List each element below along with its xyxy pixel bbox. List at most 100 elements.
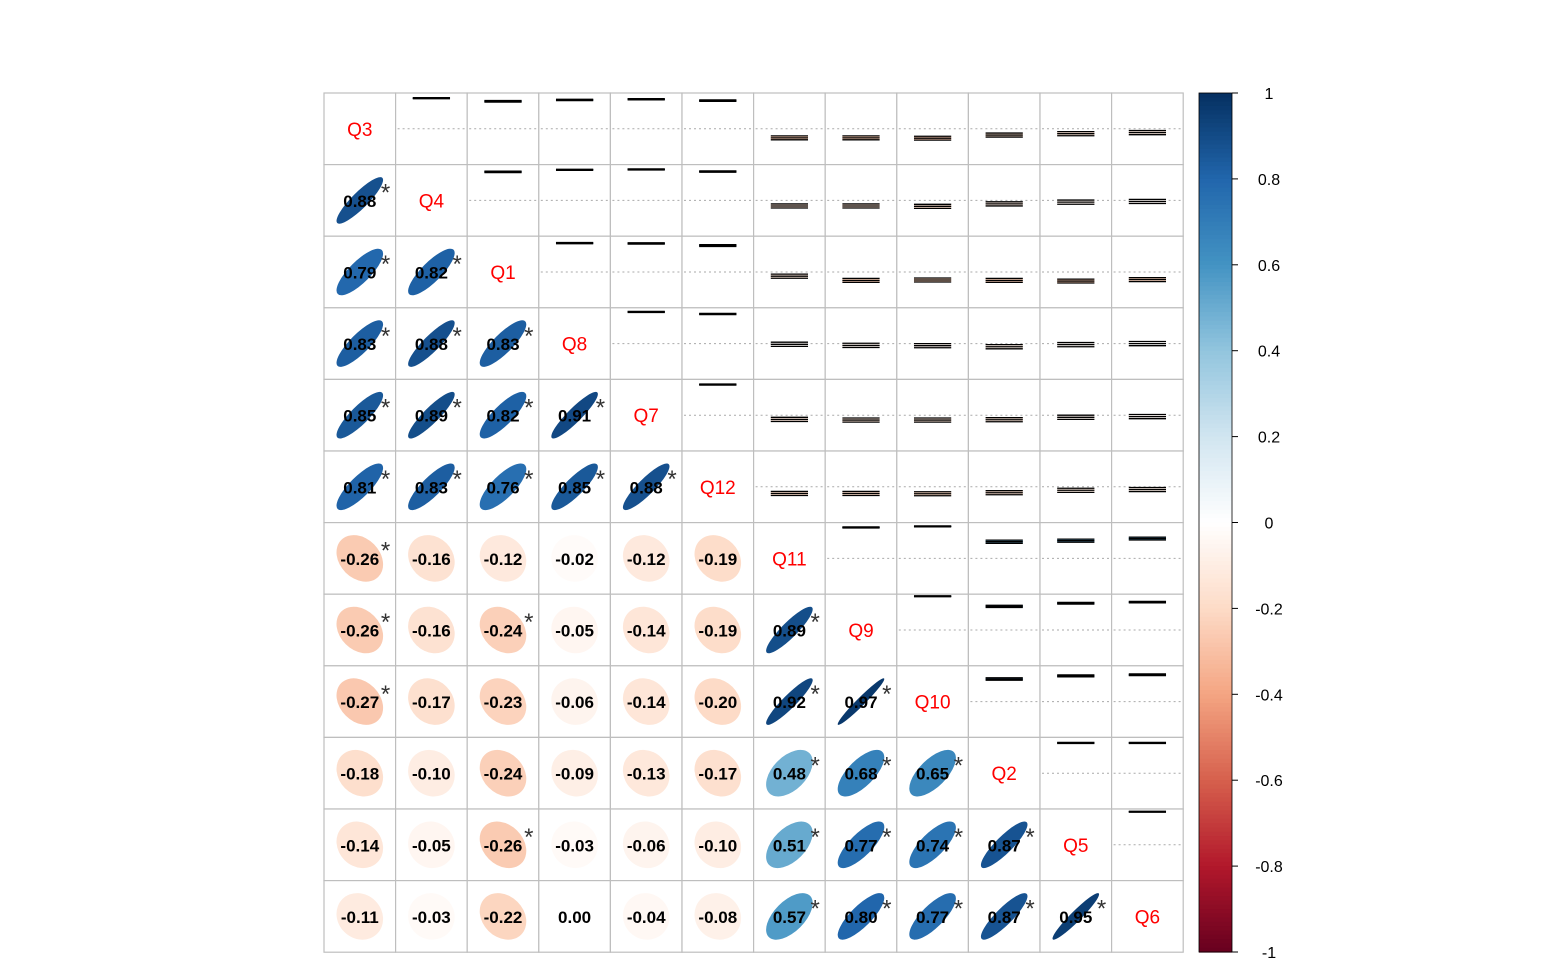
colorbar-tick-label: 0.8 <box>1258 172 1280 189</box>
correlation-value: 0.48 <box>773 765 806 784</box>
colorbar-segment <box>1199 565 1232 571</box>
colorbar-segment <box>1199 329 1232 335</box>
colorbar-segment <box>1199 346 1232 352</box>
cell-border <box>538 164 611 237</box>
colorbar-segment <box>1199 556 1232 562</box>
significance-asterisk: * <box>381 538 390 565</box>
cell-border <box>824 521 898 595</box>
colorbar-segment <box>1199 140 1232 146</box>
matrix-cell <box>681 92 755 166</box>
diagonal-variable-label: Q5 <box>1063 836 1088 857</box>
cell-border <box>538 92 611 166</box>
cell-border <box>323 92 397 166</box>
cell-border <box>967 92 1041 166</box>
cell-border <box>609 450 683 524</box>
matrix-cell <box>967 378 1041 452</box>
matrix-cell: 0.82 * <box>395 235 468 309</box>
matrix-cell: -0.09 <box>538 736 611 810</box>
correlation-value: -0.17 <box>412 693 451 712</box>
matrix-cell: 0.95 * <box>1039 879 1113 953</box>
matrix-cell: -0.18 <box>323 736 397 810</box>
colorbar-segment <box>1199 659 1232 665</box>
matrix-cell <box>609 92 683 166</box>
colorbar-segment <box>1199 823 1232 829</box>
correlation-value: -0.17 <box>698 765 737 784</box>
significance-asterisk: * <box>524 466 533 493</box>
matrix-cell: 0.48 * <box>752 736 826 810</box>
diagonal-variable-label: Q4 <box>419 191 445 212</box>
correlation-ellipse <box>336 821 384 869</box>
correlation-ellipse <box>336 391 384 439</box>
colorbar-segment <box>1199 664 1232 670</box>
colorbar-segment <box>1199 866 1232 871</box>
cell-border <box>1110 92 1184 166</box>
colorbar-segment <box>1199 818 1232 824</box>
matrix-cell: -0.17 <box>681 736 755 810</box>
colorbar-segment <box>1199 685 1232 691</box>
colorbar-segment <box>1199 917 1232 923</box>
matrix-cell: -0.10 <box>681 808 755 882</box>
colorbar-segment <box>1199 208 1232 214</box>
correlation-value: 0.82 <box>486 407 519 426</box>
matrix-cell: -0.13 <box>609 736 683 810</box>
colorbar-tick-label: -0.6 <box>1255 773 1283 790</box>
colorbar-segment <box>1199 745 1232 751</box>
cell-border <box>1039 521 1113 595</box>
correlation-ellipse <box>909 749 956 797</box>
matrix-cell: -0.19 <box>681 521 755 595</box>
cell-border <box>896 378 969 452</box>
correlation-ellipse <box>694 821 742 869</box>
cell-border <box>967 164 1041 237</box>
matrix-cell <box>824 450 898 524</box>
cell-border <box>466 235 540 309</box>
correlation-ellipse <box>551 893 598 940</box>
matrix-cell <box>1110 665 1184 738</box>
matrix-cell <box>1110 235 1184 309</box>
matrix-cell: 0.77 * <box>896 879 969 953</box>
cell-border <box>896 92 969 166</box>
correlation-ellipse <box>479 463 527 511</box>
colorbar-segment <box>1199 324 1232 330</box>
significance-asterisk: * <box>667 466 676 493</box>
colorbar-segment <box>1199 200 1232 206</box>
colorbar-segment <box>1199 690 1232 695</box>
correlation-ellipse <box>622 678 670 725</box>
colorbar-segment <box>1199 840 1232 846</box>
colorbar-segment <box>1199 123 1232 128</box>
significance-asterisk: * <box>954 824 963 851</box>
correlation-value: -0.06 <box>627 836 666 855</box>
matrix-plot-area: Q30.88 * Q40.79 * 0.82 * Q10.83 * 0.88 * 0.83 * Q80.… <box>323 92 1184 953</box>
correlation-value: -0.08 <box>698 908 737 927</box>
matrix-cell: 0.83 * <box>466 307 540 380</box>
significance-asterisk: * <box>596 394 605 421</box>
colorbar-tick-label: -1 <box>1262 945 1276 962</box>
matrix-cell <box>1039 307 1113 380</box>
colorbar-segment <box>1199 574 1232 579</box>
correlation-value: 0.81 <box>343 478 376 497</box>
correlation-value: -0.18 <box>340 765 379 784</box>
correlation-ellipse <box>980 893 1028 940</box>
cell-border <box>681 450 755 524</box>
correlation-ellipse <box>479 606 527 654</box>
cell-border <box>1110 450 1184 524</box>
colorbar-segment <box>1199 234 1232 240</box>
correlation-ellipse <box>766 893 813 940</box>
matrix-cell: Q8 <box>538 307 611 380</box>
matrix-cell: Q6 <box>1110 879 1184 953</box>
significance-asterisk: * <box>381 681 390 708</box>
correlation-ellipse <box>622 821 670 869</box>
correlation-value: 0.88 <box>415 335 448 354</box>
significance-asterisk: * <box>882 896 891 923</box>
colorbar-segment <box>1199 612 1232 618</box>
colorbar-segment <box>1199 634 1232 640</box>
correlation-ellipse <box>336 606 384 654</box>
correlation-value: -0.05 <box>555 622 594 641</box>
matrix-cell: 0.81 * <box>323 450 397 524</box>
cell-border <box>1110 521 1184 595</box>
colorbar-segment <box>1199 878 1232 884</box>
colorbar-segment <box>1199 466 1232 472</box>
colorbar-segment <box>1199 174 1232 180</box>
colorbar-segment <box>1199 166 1232 171</box>
cell-border <box>896 521 969 595</box>
matrix-cell: -0.19 <box>681 593 755 667</box>
